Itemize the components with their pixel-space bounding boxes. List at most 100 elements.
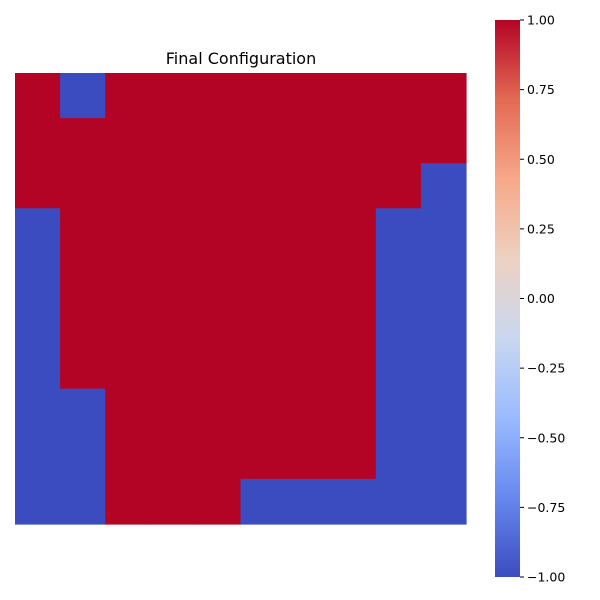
colorbar-ticks: 1.00 0.75 0.50 0.25 0.00 −0.25 −0.50 −0.75 −1.00 <box>520 13 565 585</box>
heatmap-cell <box>15 478 61 525</box>
heatmap-cell <box>240 343 287 390</box>
heatmap-cell <box>60 73 106 119</box>
heatmap-cell <box>420 73 467 119</box>
heatmap-cell <box>60 253 106 300</box>
heatmap-cell <box>195 433 242 480</box>
heatmap-cell <box>240 163 287 209</box>
heatmap-cell <box>375 343 422 390</box>
heatmap-cell <box>60 343 106 390</box>
heatmap-cell <box>15 343 61 390</box>
heatmap-cell <box>195 208 242 254</box>
colorbar-tick-label: 0.25 <box>527 221 555 236</box>
heatmap-cell <box>285 388 332 435</box>
heatmap-cell <box>195 163 242 209</box>
heatmap-cell <box>420 208 467 254</box>
heatmap-cell <box>15 73 61 119</box>
heatmap-cell <box>330 118 377 164</box>
heatmap-cell <box>375 478 422 525</box>
heatmap-cell <box>60 118 106 164</box>
heatmap-cell <box>105 343 151 390</box>
heatmap-cell <box>15 118 61 164</box>
heatmap-cell <box>150 388 196 435</box>
chart-title: Final Configuration <box>166 49 316 68</box>
heatmap-cell <box>150 433 196 480</box>
heatmap-cell <box>150 73 196 119</box>
heatmap-cell <box>330 433 377 480</box>
heatmap-cell <box>375 73 422 119</box>
heatmap-cell <box>240 73 287 119</box>
heatmap-cell <box>240 118 287 164</box>
heatmap-cell <box>285 73 332 119</box>
heatmap-cell <box>375 208 422 254</box>
heatmap-cell <box>420 433 467 480</box>
heatmap-cell <box>240 388 287 435</box>
heatmap-cell <box>375 298 422 345</box>
heatmap-cell <box>195 478 242 525</box>
colorbar-tick-label: −1.00 <box>527 570 565 585</box>
heatmap-cell <box>375 163 422 209</box>
heatmap-cell <box>195 73 242 119</box>
heatmap-cell <box>60 208 106 254</box>
heatmap-cell <box>330 208 377 254</box>
heatmap-cell <box>285 118 332 164</box>
heatmap-cell <box>150 163 196 209</box>
colorbar-tick-label: 0.50 <box>527 152 555 167</box>
heatmap-cell <box>195 253 242 300</box>
heatmap-cell <box>420 388 467 435</box>
heatmap-cell <box>330 298 377 345</box>
heatmap-cell <box>375 118 422 164</box>
heatmap-cell <box>285 253 332 300</box>
heatmap-cell <box>330 388 377 435</box>
heatmap-cell <box>195 118 242 164</box>
heatmap-cell <box>330 478 377 525</box>
heatmap-cell <box>150 298 196 345</box>
heatmap-cell <box>285 208 332 254</box>
heatmap-cell <box>375 388 422 435</box>
heatmap-cell <box>375 433 422 480</box>
colorbar-tick-label: 0.75 <box>527 82 555 97</box>
heatmap-cell <box>150 118 196 164</box>
heatmap-cell <box>240 253 287 300</box>
heatmap-cell <box>375 253 422 300</box>
heatmap-cell <box>105 478 151 525</box>
colorbar-tick-label: −0.50 <box>527 430 565 445</box>
heatmap-cell <box>285 298 332 345</box>
heatmap-cell <box>105 433 151 480</box>
heatmap-cell <box>105 388 151 435</box>
heatmap-cell <box>240 433 287 480</box>
colorbar <box>495 20 520 577</box>
heatmap-cell <box>285 478 332 525</box>
heatmap-cell <box>60 478 106 525</box>
heatmap-cell <box>60 163 106 209</box>
heatmap-cell <box>150 478 196 525</box>
heatmap-cell <box>150 208 196 254</box>
heatmap-cell <box>240 298 287 345</box>
heatmap-cell <box>330 73 377 119</box>
colorbar-tick-label: −0.75 <box>527 500 565 515</box>
heatmap-cell <box>15 433 61 480</box>
heatmap-cell <box>285 433 332 480</box>
heatmap-cell <box>150 343 196 390</box>
heatmap-cell <box>420 298 467 345</box>
heatmap-cell <box>330 343 377 390</box>
heatmap-cell <box>60 298 106 345</box>
colorbar-tick-label: 1.00 <box>527 13 555 28</box>
heatmap-cell <box>105 208 151 254</box>
heatmap-cell <box>285 163 332 209</box>
heatmap-cell <box>15 253 61 300</box>
heatmap-cell <box>15 388 61 435</box>
colorbar-tick-label: −0.25 <box>527 361 565 376</box>
heatmap-cell <box>15 163 61 209</box>
heatmap-cell <box>420 118 467 164</box>
heatmap-cell <box>105 253 151 300</box>
heatmap-cell <box>420 253 467 300</box>
heatmap-cell <box>105 73 151 119</box>
heatmap-cell <box>15 208 61 254</box>
heatmap-cell <box>195 343 242 390</box>
heatmap-cell <box>420 478 467 525</box>
heatmap-cell <box>105 298 151 345</box>
colorbar-tick-label: 0.00 <box>527 291 555 306</box>
heatmap-cell <box>105 163 151 209</box>
heatmap-cell <box>330 163 377 209</box>
